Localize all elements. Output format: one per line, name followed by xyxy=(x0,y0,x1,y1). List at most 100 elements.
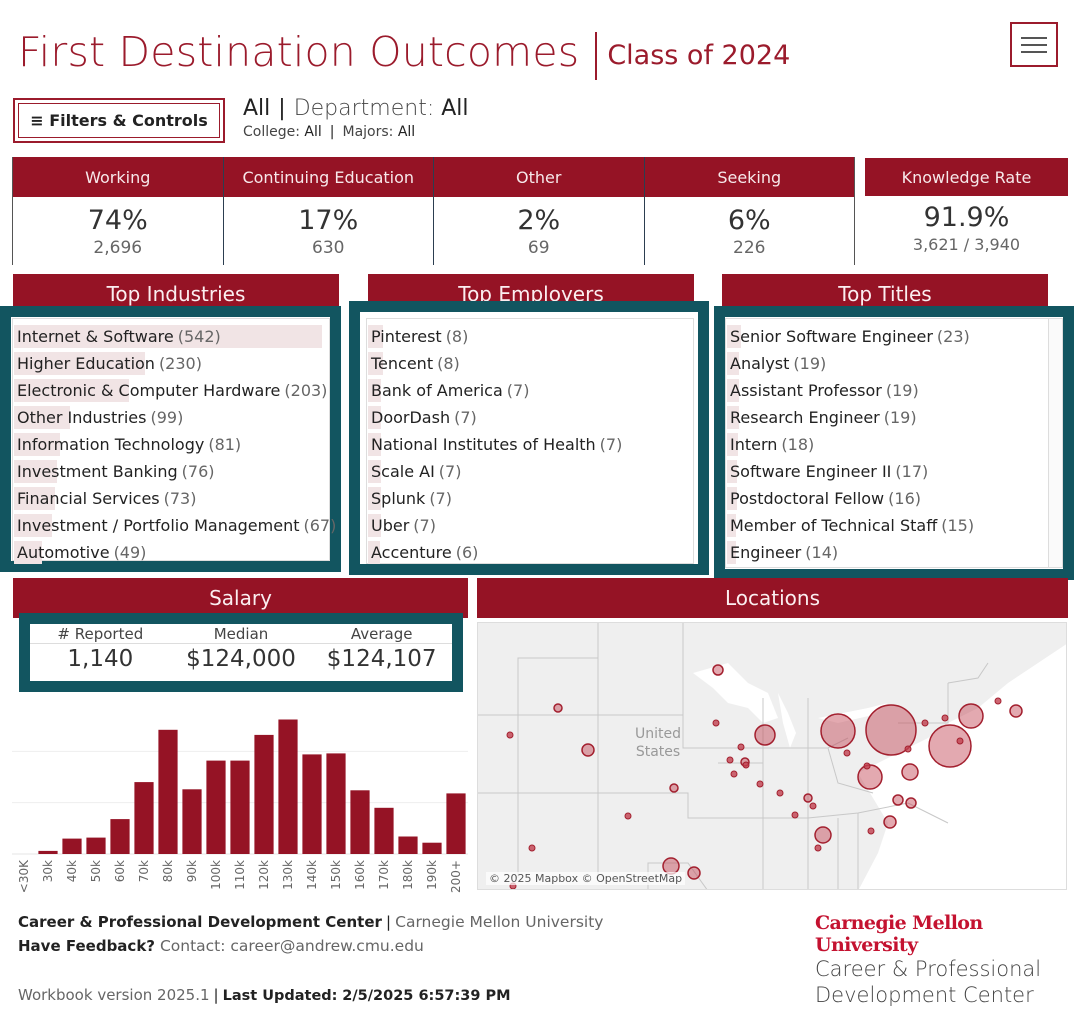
location-marker[interactable] xyxy=(928,724,972,768)
location-marker[interactable] xyxy=(956,737,964,745)
list-item[interactable]: Member of Technical Staff (15) xyxy=(726,512,1062,539)
location-marker[interactable] xyxy=(791,811,799,819)
location-marker[interactable] xyxy=(624,812,632,820)
list-item[interactable]: National Institutes of Health (7) xyxy=(367,431,693,458)
list-item[interactable]: Analyst (19) xyxy=(726,350,1062,377)
location-marker[interactable] xyxy=(857,764,883,790)
location-marker[interactable] xyxy=(803,793,813,803)
list-item[interactable]: Bank of America (7) xyxy=(367,377,693,404)
x-tick-label: 180k xyxy=(401,860,415,890)
list-item[interactable]: Electronic & Computer Hardware (203) xyxy=(13,377,329,404)
histogram-bar[interactable] xyxy=(182,789,202,854)
location-marker[interactable] xyxy=(506,731,514,739)
list-item[interactable]: Information Technology (81) xyxy=(13,431,329,458)
list-item-name: Bank of America xyxy=(371,381,503,400)
locations-map[interactable]: United States © 2025 Mapbox © OpenStreet… xyxy=(477,622,1067,890)
list-item-count: (19) xyxy=(885,381,919,400)
divider: | xyxy=(213,986,219,1004)
location-marker[interactable] xyxy=(669,783,679,793)
list-item[interactable]: Uber (7) xyxy=(367,512,693,539)
histogram-bar[interactable] xyxy=(230,760,250,854)
location-marker[interactable] xyxy=(754,724,776,746)
list-item[interactable]: Intern (18) xyxy=(726,431,1062,458)
location-marker[interactable] xyxy=(712,719,720,727)
list-item[interactable]: Postdoctoral Fellow (16) xyxy=(726,485,1062,512)
histogram-bar[interactable] xyxy=(38,850,58,854)
location-marker[interactable] xyxy=(553,703,563,713)
location-marker[interactable] xyxy=(905,797,917,809)
list-item[interactable]: Senior Software Engineer (23) xyxy=(726,323,1062,350)
location-marker[interactable] xyxy=(730,770,738,778)
location-marker[interactable] xyxy=(892,794,904,806)
location-marker[interactable] xyxy=(941,714,949,722)
location-marker[interactable] xyxy=(1009,704,1023,718)
location-marker[interactable] xyxy=(737,743,745,751)
location-marker[interactable] xyxy=(712,664,724,676)
list-item[interactable]: Investment / Portfolio Management (67) xyxy=(13,512,336,539)
list-item[interactable]: Software Engineer II (17) xyxy=(726,458,1062,485)
histogram-bar[interactable] xyxy=(278,719,298,855)
location-marker[interactable] xyxy=(756,780,764,788)
list-item-count: (81) xyxy=(208,435,242,454)
histogram-bar[interactable] xyxy=(254,734,274,854)
location-marker[interactable] xyxy=(865,704,917,756)
list-item[interactable]: Engineer (14) xyxy=(726,539,1062,566)
location-marker[interactable] xyxy=(809,802,817,810)
location-marker[interactable] xyxy=(726,756,734,764)
list-item[interactable]: Higher Education (230) xyxy=(13,350,329,377)
location-marker[interactable] xyxy=(687,866,701,880)
histogram-bar[interactable] xyxy=(158,729,178,854)
location-marker[interactable] xyxy=(742,761,750,769)
list-item[interactable]: Accenture (6) xyxy=(367,539,693,566)
histogram-bar[interactable] xyxy=(62,838,82,854)
location-marker[interactable] xyxy=(867,827,875,835)
list-item[interactable]: Pinterest (8) xyxy=(367,323,693,350)
list-item[interactable]: Internet & Software (542) xyxy=(13,323,329,350)
histogram-bar[interactable] xyxy=(422,842,442,854)
histogram-bar[interactable] xyxy=(374,807,394,854)
histogram-bar[interactable] xyxy=(350,790,370,854)
histogram-bar[interactable] xyxy=(134,782,154,854)
filters-controls-label: ≡ Filters & Controls xyxy=(18,103,220,138)
location-markers xyxy=(506,664,1023,889)
location-marker[interactable] xyxy=(901,763,919,781)
list-item[interactable]: Investment Banking (76) xyxy=(13,458,329,485)
filters-controls-button[interactable]: ≡ Filters & Controls xyxy=(13,98,225,143)
location-marker[interactable] xyxy=(814,844,822,852)
divider: | xyxy=(385,913,392,931)
list-item[interactable]: Financial Services (73) xyxy=(13,485,329,512)
list-item[interactable]: Assistant Professor (19) xyxy=(726,377,1062,404)
list-item[interactable]: Other Industries (99) xyxy=(13,404,329,431)
list-item[interactable]: Tencent (8) xyxy=(367,350,693,377)
location-marker[interactable] xyxy=(958,703,984,729)
x-tick-label: 50k xyxy=(89,860,103,882)
list-item[interactable]: Automotive (49) xyxy=(13,539,329,566)
location-marker[interactable] xyxy=(904,745,912,753)
histogram-bar[interactable] xyxy=(302,754,322,854)
scrollbar[interactable] xyxy=(1048,319,1062,567)
list-item[interactable]: Splunk (7) xyxy=(367,485,693,512)
histogram-bar[interactable] xyxy=(110,819,130,854)
location-marker[interactable] xyxy=(776,789,784,797)
location-marker[interactable] xyxy=(994,697,1002,705)
location-marker[interactable] xyxy=(863,762,871,770)
histogram-bar[interactable] xyxy=(326,753,346,854)
list-item[interactable]: Scale AI (7) xyxy=(367,458,693,485)
location-marker[interactable] xyxy=(883,815,897,829)
x-tick-label: 60k xyxy=(113,860,127,882)
salary-median-value: $124,000 xyxy=(186,646,296,672)
histogram-bar[interactable] xyxy=(398,836,418,855)
location-marker[interactable] xyxy=(921,719,929,727)
location-marker[interactable] xyxy=(528,844,536,852)
histogram-bar[interactable] xyxy=(206,760,226,854)
list-item[interactable]: DoorDash (7) xyxy=(367,404,693,431)
histogram-bar[interactable] xyxy=(86,837,106,854)
location-marker[interactable] xyxy=(814,826,832,844)
location-marker[interactable] xyxy=(581,743,595,757)
location-marker[interactable] xyxy=(843,749,851,757)
location-marker[interactable] xyxy=(820,713,856,749)
feedback-contact-link[interactable]: Contact: career@andrew.cmu.edu xyxy=(159,937,424,955)
list-item[interactable]: Research Engineer (19) xyxy=(726,404,1062,431)
histogram-bar[interactable] xyxy=(446,793,466,854)
menu-button[interactable] xyxy=(1010,22,1058,67)
